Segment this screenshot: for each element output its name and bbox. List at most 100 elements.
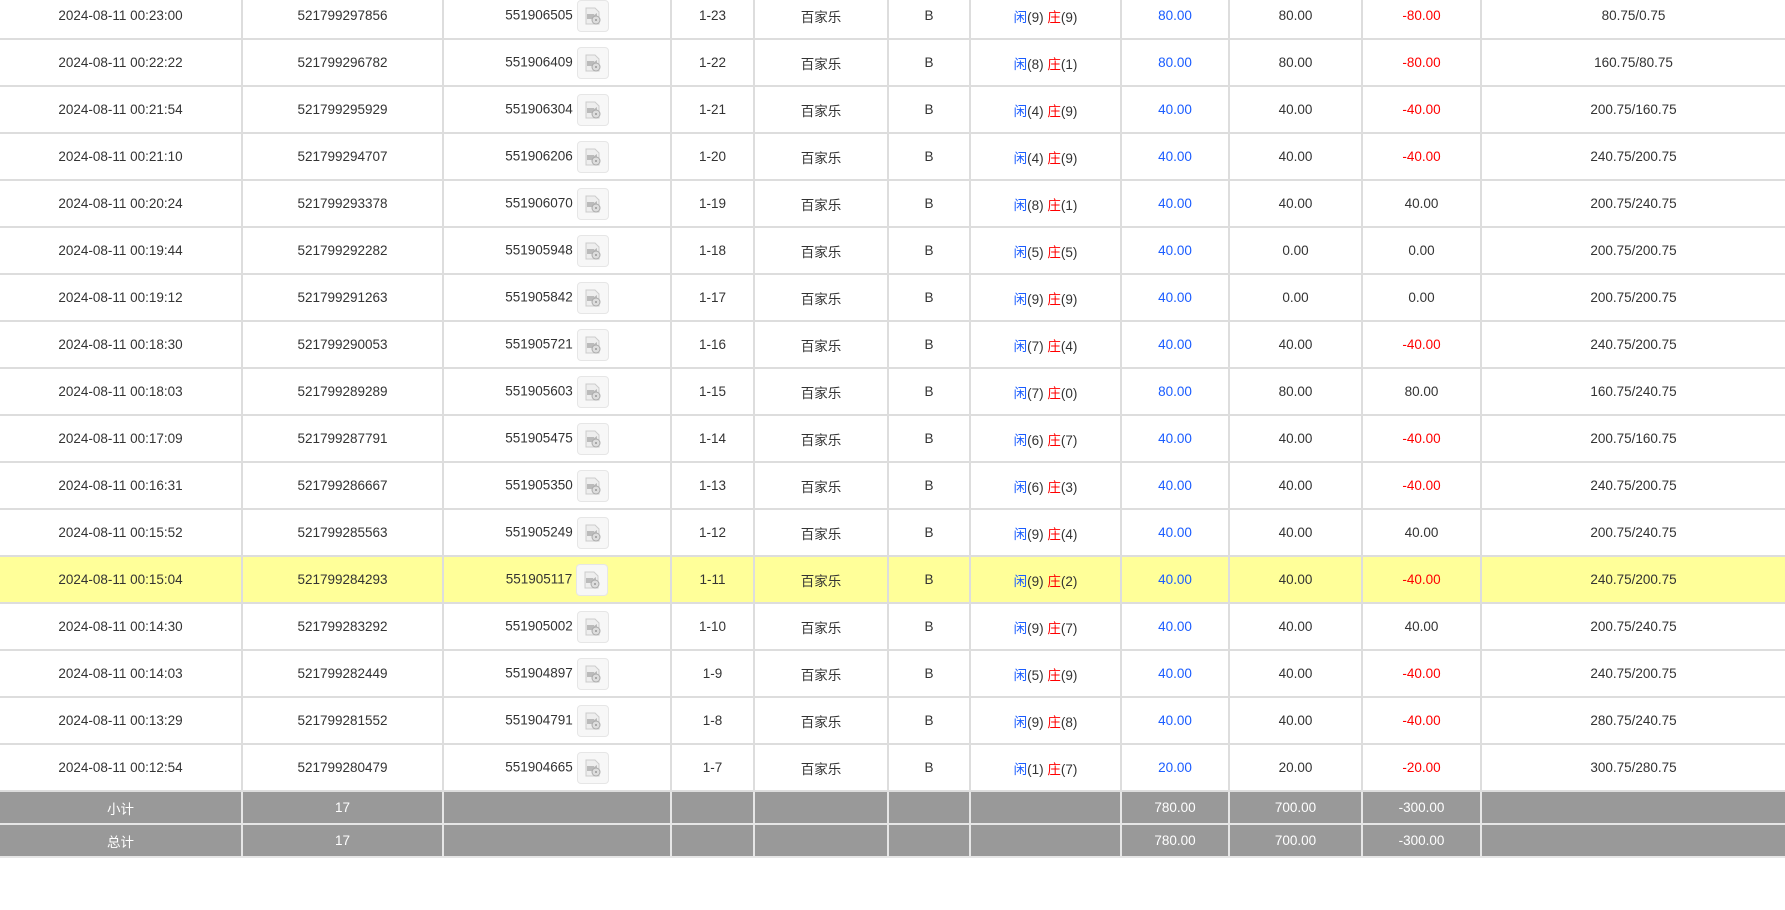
banker-label: 庄 xyxy=(1047,197,1061,213)
player-points: (9) xyxy=(1027,620,1044,636)
round-number: 551905002 xyxy=(505,618,573,634)
table-row[interactable]: 2024-08-11 00:17:09 521799287791 5519054… xyxy=(0,414,1785,463)
video-replay-icon[interactable] xyxy=(576,610,609,643)
bet-time: 2024-08-11 00:15:52 xyxy=(0,508,243,557)
video-replay-icon[interactable] xyxy=(576,563,609,596)
win-loss: -40.00 xyxy=(1361,132,1482,181)
video-replay-icon[interactable] xyxy=(576,516,609,549)
round-number: 551906070 xyxy=(505,195,573,211)
valid-bet: 40.00 xyxy=(1228,508,1363,557)
shoe-hand: 1-23 xyxy=(670,0,755,40)
win-loss: -40.00 xyxy=(1361,320,1482,369)
table-row[interactable]: 2024-08-11 00:22:22 521799296782 5519064… xyxy=(0,38,1785,87)
table-name: B xyxy=(887,602,971,651)
video-replay-icon[interactable] xyxy=(576,469,609,502)
table-row[interactable]: 2024-08-11 00:21:54 521799295929 5519063… xyxy=(0,85,1785,134)
win-loss: -80.00 xyxy=(1361,38,1482,87)
bet-time: 2024-08-11 00:19:44 xyxy=(0,226,243,275)
player-points: (6) xyxy=(1027,432,1044,448)
bet-time: 2024-08-11 00:19:12 xyxy=(0,273,243,322)
round-number-cell: 551904897 xyxy=(442,649,672,698)
video-replay-icon[interactable] xyxy=(576,187,609,220)
player-points: (6) xyxy=(1027,479,1044,495)
bet-records: 2024-08-11 00:23:00 521799297856 5519065… xyxy=(0,0,1785,858)
table-row[interactable]: 2024-08-11 00:23:00 521799297856 5519065… xyxy=(0,0,1785,40)
video-replay-icon[interactable] xyxy=(576,375,609,408)
banker-points: (9) xyxy=(1060,103,1078,119)
table-row[interactable]: 2024-08-11 00:15:04 521799284293 5519051… xyxy=(0,555,1785,604)
round-number: 551904897 xyxy=(505,665,573,681)
video-replay-icon[interactable] xyxy=(576,328,609,361)
video-replay-icon[interactable] xyxy=(576,0,609,32)
player-label: 闲 xyxy=(1013,573,1028,589)
bet-time: 2024-08-11 00:18:30 xyxy=(0,320,243,369)
shoe-hand: 1-21 xyxy=(670,85,755,134)
empty-cell xyxy=(887,823,971,858)
player-label: 闲 xyxy=(1013,291,1028,307)
order-number: 521799289289 xyxy=(241,367,444,416)
valid-bet: 20.00 xyxy=(1228,743,1363,792)
bet-time: 2024-08-11 00:15:04 xyxy=(0,555,243,604)
table-row[interactable]: 2024-08-11 00:18:30 521799290053 5519057… xyxy=(0,320,1785,369)
total-valid: 700.00 xyxy=(1228,823,1363,858)
subtotal-count: 17 xyxy=(241,790,444,825)
round-number-cell: 551905603 xyxy=(442,367,672,416)
win-loss: 0.00 xyxy=(1361,226,1482,275)
banker-points: (1) xyxy=(1060,56,1078,72)
valid-bet: 40.00 xyxy=(1228,696,1363,745)
table-name: B xyxy=(887,414,971,463)
player-label: 闲 xyxy=(1013,479,1028,495)
bet-records-table: 2024-08-11 00:23:00 521799297856 5519065… xyxy=(0,0,1785,858)
table-row[interactable]: 2024-08-11 00:14:30 521799283292 5519050… xyxy=(0,602,1785,651)
video-replay-icon[interactable] xyxy=(576,281,609,314)
result-cell: 闲(4) 庄(9) xyxy=(969,85,1122,134)
player-label: 闲 xyxy=(1013,432,1028,448)
table-row[interactable]: 2024-08-11 00:14:03 521799282449 5519048… xyxy=(0,649,1785,698)
round-number-cell: 551906304 xyxy=(442,85,672,134)
round-number: 551905249 xyxy=(505,524,573,540)
table-row[interactable]: 2024-08-11 00:15:52 521799285563 5519052… xyxy=(0,508,1785,557)
player-label: 闲 xyxy=(1013,714,1028,730)
bet-amount: 40.00 xyxy=(1120,696,1230,745)
table-row[interactable]: 2024-08-11 00:13:29 521799281552 5519047… xyxy=(0,696,1785,745)
game-type: 百家乐 xyxy=(753,743,889,792)
table-row[interactable]: 2024-08-11 00:21:10 521799294707 5519062… xyxy=(0,132,1785,181)
balance-before-after: 200.75/200.75 xyxy=(1480,273,1785,322)
bet-time: 2024-08-11 00:20:24 xyxy=(0,179,243,228)
bet-time: 2024-08-11 00:18:03 xyxy=(0,367,243,416)
result-cell: 闲(9) 庄(7) xyxy=(969,602,1122,651)
video-replay-icon[interactable] xyxy=(576,93,609,126)
win-loss: 40.00 xyxy=(1361,602,1482,651)
video-replay-icon[interactable] xyxy=(576,422,609,455)
subtotal-row: 小计 17 780.00 700.00 -300.00 xyxy=(0,790,1785,825)
video-replay-icon[interactable] xyxy=(576,704,609,737)
banker-label: 庄 xyxy=(1047,526,1061,542)
banker-label: 庄 xyxy=(1047,432,1061,448)
video-replay-icon[interactable] xyxy=(576,751,609,784)
video-replay-icon[interactable] xyxy=(576,46,609,79)
table-row[interactable]: 2024-08-11 00:20:24 521799293378 5519060… xyxy=(0,179,1785,228)
round-number: 551904665 xyxy=(505,759,573,775)
table-row[interactable]: 2024-08-11 00:12:54 521799280479 5519046… xyxy=(0,743,1785,792)
balance-before-after: 160.75/80.75 xyxy=(1480,38,1785,87)
video-replay-icon[interactable] xyxy=(576,657,609,690)
result-cell: 闲(1) 庄(7) xyxy=(969,743,1122,792)
video-replay-icon[interactable] xyxy=(576,140,609,173)
video-replay-icon[interactable] xyxy=(576,234,609,267)
round-number: 551905117 xyxy=(505,571,573,587)
balance-before-after: 200.75/240.75 xyxy=(1480,508,1785,557)
game-type: 百家乐 xyxy=(753,602,889,651)
table-row[interactable]: 2024-08-11 00:19:12 521799291263 5519058… xyxy=(0,273,1785,322)
valid-bet: 0.00 xyxy=(1228,273,1363,322)
table-row[interactable]: 2024-08-11 00:18:03 521799289289 5519056… xyxy=(0,367,1785,416)
banker-points: (4) xyxy=(1060,526,1078,542)
valid-bet: 80.00 xyxy=(1228,38,1363,87)
table-row[interactable]: 2024-08-11 00:19:44 521799292282 5519059… xyxy=(0,226,1785,275)
bet-amount: 80.00 xyxy=(1120,38,1230,87)
table-row[interactable]: 2024-08-11 00:16:31 521799286667 5519053… xyxy=(0,461,1785,510)
player-label: 闲 xyxy=(1013,620,1028,636)
banker-points: (9) xyxy=(1060,667,1078,683)
result-cell: 闲(7) 庄(0) xyxy=(969,367,1122,416)
order-number: 521799295929 xyxy=(241,85,444,134)
bet-amount: 40.00 xyxy=(1120,320,1230,369)
